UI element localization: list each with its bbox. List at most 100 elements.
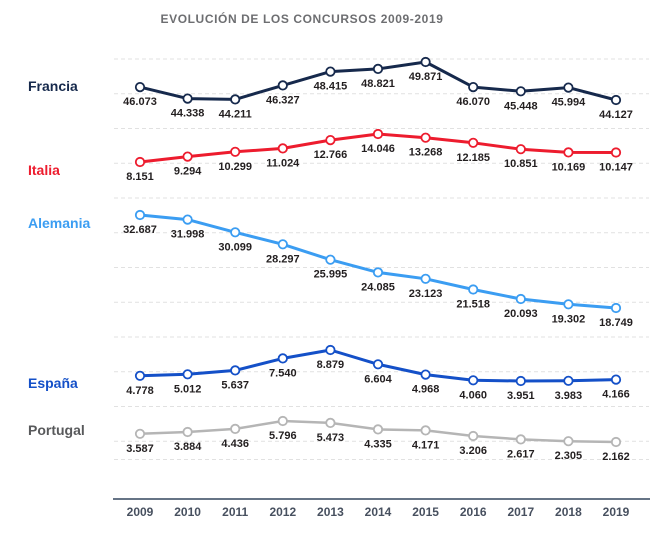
- x-tick-label: 2016: [460, 505, 487, 519]
- x-tick-label: 2010: [174, 505, 201, 519]
- value-label-portugal: 4.335: [364, 438, 392, 450]
- data-point-espana: [372, 359, 384, 370]
- value-label-portugal: 3.587: [126, 443, 154, 455]
- data-point-italia: [610, 147, 622, 158]
- data-point-espana: [325, 344, 336, 356]
- data-point-espana: [230, 365, 241, 376]
- data-point-portugal: [563, 436, 574, 447]
- data-point-espana: [277, 353, 288, 364]
- data-point-francia: [610, 94, 622, 106]
- data-point-italia: [563, 147, 574, 158]
- data-point-portugal: [420, 425, 431, 436]
- value-label-portugal: 3.884: [174, 441, 202, 453]
- x-tick-label: 2017: [507, 505, 534, 519]
- data-point-alemania: [420, 273, 431, 284]
- data-point-alemania: [610, 302, 622, 314]
- data-point-portugal: [182, 426, 193, 438]
- data-point-francia: [277, 80, 288, 91]
- data-point-portugal: [134, 428, 146, 439]
- value-label-portugal: 2.617: [507, 448, 535, 460]
- data-point-portugal: [372, 424, 384, 435]
- legend-label-italia: Italia: [28, 162, 60, 178]
- legend-label-espana: España: [28, 375, 78, 391]
- value-label-espana: 4.778: [126, 385, 154, 397]
- data-point-portugal: [610, 436, 622, 448]
- data-point-espana: [182, 369, 193, 380]
- value-label-espana: 5.012: [174, 383, 202, 395]
- data-point-portugal: [230, 423, 241, 434]
- value-label-alemania: 31.998: [171, 229, 205, 241]
- value-label-portugal: 4.171: [412, 439, 440, 451]
- chart-title: EVOLUCIÓN DE LOS CONCURSOS 2009-2019: [160, 12, 444, 26]
- data-point-francia: [515, 86, 526, 97]
- value-label-alemania: 21.518: [456, 299, 490, 311]
- data-point-italia: [468, 137, 479, 148]
- value-label-francia: 46.327: [266, 94, 300, 106]
- data-point-alemania: [372, 267, 384, 278]
- value-label-francia: 44.127: [599, 109, 633, 121]
- value-label-francia: 44.211: [219, 108, 252, 120]
- data-point-portugal: [277, 415, 288, 427]
- x-tick-label: 2015: [412, 505, 439, 519]
- data-point-portugal: [515, 434, 526, 445]
- value-label-italia: 10.851: [504, 158, 538, 170]
- value-label-italia: 12.185: [456, 152, 490, 164]
- value-label-francia: 45.448: [504, 100, 538, 112]
- value-label-francia: 48.415: [314, 81, 348, 93]
- data-point-italia: [134, 156, 146, 168]
- value-label-espana: 6.604: [364, 373, 392, 385]
- data-point-alemania: [515, 293, 526, 305]
- data-point-francia: [563, 82, 574, 93]
- value-label-italia: 13.268: [409, 147, 443, 159]
- value-label-portugal: 4.436: [221, 438, 249, 450]
- value-label-francia: 46.070: [456, 96, 490, 108]
- legend-label-alemania: Alemania: [28, 215, 90, 231]
- value-label-francia: 44.338: [171, 108, 205, 120]
- x-tick-label: 2013: [317, 505, 344, 519]
- data-point-espana: [563, 375, 574, 386]
- value-label-italia: 12.766: [314, 149, 348, 161]
- data-point-francia: [325, 66, 336, 77]
- value-label-alemania: 18.749: [599, 317, 633, 329]
- data-point-italia: [420, 132, 431, 143]
- value-label-portugal: 5.796: [269, 430, 297, 442]
- data-point-espana: [468, 375, 479, 386]
- value-label-francia: 46.073: [123, 96, 157, 108]
- x-tick-label: 2018: [555, 505, 582, 519]
- data-point-espana: [134, 370, 146, 381]
- data-point-alemania: [230, 227, 241, 238]
- legend-label-francia: Francia: [28, 78, 78, 94]
- value-label-alemania: 28.297: [266, 253, 300, 265]
- value-label-francia: 48.821: [361, 78, 395, 90]
- value-label-espana: 5.637: [221, 379, 249, 391]
- data-point-italia: [182, 151, 193, 162]
- data-point-italia: [372, 128, 384, 140]
- data-point-francia: [182, 93, 193, 104]
- value-label-alemania: 32.687: [123, 224, 157, 236]
- value-label-espana: 3.983: [555, 390, 583, 402]
- data-point-alemania: [325, 254, 336, 265]
- data-point-alemania: [563, 299, 574, 310]
- value-label-alemania: 24.085: [361, 281, 395, 293]
- data-point-italia: [277, 143, 288, 154]
- data-point-francia: [468, 82, 479, 93]
- value-label-espana: 4.968: [412, 384, 440, 396]
- value-label-portugal: 2.305: [555, 450, 583, 462]
- data-point-alemania: [182, 214, 193, 225]
- data-point-espana: [420, 369, 431, 380]
- data-point-francia: [372, 63, 384, 75]
- value-label-portugal: 2.162: [602, 451, 630, 463]
- value-label-alemania: 25.995: [314, 269, 348, 281]
- value-label-alemania: 19.302: [552, 313, 586, 325]
- value-label-portugal: 5.473: [317, 432, 345, 444]
- value-label-italia: 8.151: [126, 171, 154, 183]
- data-point-italia: [230, 146, 241, 157]
- legend-label-portugal: Portugal: [28, 422, 85, 438]
- data-point-alemania: [277, 239, 288, 250]
- value-label-italia: 11.024: [266, 157, 300, 169]
- x-tick-label: 2014: [365, 505, 392, 519]
- data-point-francia: [230, 94, 241, 105]
- x-tick-label: 2009: [127, 505, 154, 519]
- value-label-espana: 7.540: [269, 367, 297, 379]
